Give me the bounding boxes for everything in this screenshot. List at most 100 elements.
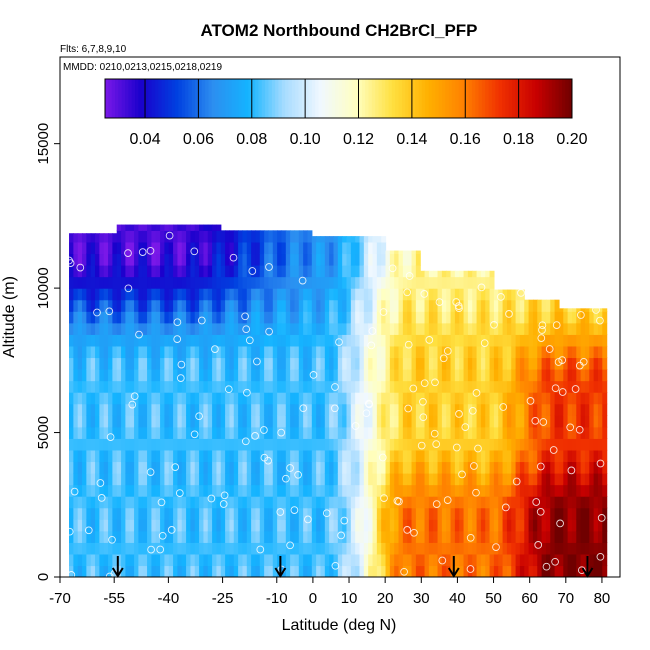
heatmap-cell [381, 484, 387, 497]
heatmap-cell [485, 426, 491, 439]
heatmap-cell [376, 565, 382, 577]
heatmap-cell [411, 276, 417, 289]
sample-point [331, 561, 340, 570]
colorbar-segment [141, 79, 146, 118]
heatmap-cell [428, 519, 434, 532]
sample-point [260, 426, 268, 434]
heatmap-cell [281, 311, 287, 324]
heatmap-cell [264, 507, 270, 520]
heatmap-cell [138, 519, 144, 532]
heatmap-cell [264, 542, 270, 555]
heatmap-cell [90, 357, 96, 370]
heatmap-cell [558, 542, 564, 555]
heatmap-cell [108, 403, 113, 416]
heatmap-cell [415, 392, 421, 405]
heatmap-cell [212, 230, 218, 243]
heatmap-cell [511, 507, 517, 520]
heatmap-cell [433, 438, 439, 451]
heatmap-cell [511, 438, 517, 451]
colorbar-tick-label: 0.08 [236, 131, 267, 148]
heatmap-cell [255, 265, 261, 278]
heatmap-cell [450, 496, 456, 509]
heatmap-cell [168, 311, 174, 324]
heatmap-cell [502, 473, 508, 486]
heatmap-cell [168, 380, 174, 393]
heatmap-cell [372, 236, 378, 243]
heatmap-cell [168, 253, 174, 266]
heatmap-cell [398, 311, 404, 324]
heatmap-cell [259, 241, 265, 255]
heatmap-cell [532, 553, 538, 567]
heatmap-cell [515, 565, 521, 577]
colorbar-segment [328, 79, 333, 118]
colorbar-segment [348, 79, 353, 118]
heatmap-cell [303, 392, 309, 405]
heatmap-cell [467, 484, 473, 497]
heatmap-cell [381, 322, 387, 335]
colorbar-segment [525, 79, 530, 118]
colorbar-segment [495, 79, 500, 118]
heatmap-cell [90, 473, 96, 486]
heatmap-cell [428, 276, 434, 289]
heatmap-cell [264, 334, 270, 347]
heatmap-cell [558, 415, 564, 428]
heatmap-cell [194, 415, 200, 428]
heatmap-cell [134, 403, 139, 416]
heatmap-cell [207, 322, 213, 335]
heatmap-cell [233, 565, 239, 577]
heatmap-cell [463, 473, 469, 486]
heatmap-cell [567, 553, 573, 567]
heatmap-cell [255, 253, 261, 266]
heatmap-cell [389, 530, 395, 543]
heatmap-cell [116, 369, 122, 382]
heatmap-cell [563, 484, 569, 497]
heatmap-cell [376, 530, 382, 543]
heatmap-cell [502, 507, 508, 520]
heatmap-cell [90, 530, 96, 543]
heatmap-cell [597, 426, 603, 439]
heatmap-cell [173, 461, 179, 474]
heatmap-cell [225, 230, 231, 243]
heatmap-cell [532, 565, 538, 577]
heatmap-cell [290, 507, 296, 520]
heatmap-cell [268, 369, 274, 382]
heatmap-cell [337, 565, 343, 577]
heatmap-cell [164, 322, 170, 335]
heatmap-cell [190, 519, 196, 532]
heatmap-cell [381, 236, 387, 243]
heatmap-cell [95, 461, 100, 474]
heatmap-cell [593, 530, 599, 543]
sample-point [466, 533, 475, 542]
heatmap-cell [519, 565, 525, 577]
heatmap-cell [255, 276, 261, 289]
heatmap-cell [86, 530, 92, 543]
heatmap-cell [129, 299, 135, 312]
heatmap-cell [411, 322, 417, 335]
heatmap-cell [372, 530, 378, 543]
heatmap-cell [320, 553, 326, 567]
heatmap-cell [467, 380, 473, 393]
heatmap-cell [329, 392, 335, 405]
heatmap-cell [225, 484, 231, 497]
heatmap-cell [476, 565, 482, 577]
heatmap-cell [528, 403, 534, 416]
heatmap-cell [541, 473, 547, 486]
heatmap-cell [502, 380, 508, 393]
heatmap-cell [333, 369, 339, 382]
heatmap-cell [459, 438, 465, 451]
heatmap-cell [376, 311, 382, 324]
heatmap-cell [485, 334, 491, 347]
heatmap-cell [359, 449, 365, 463]
heatmap-cell [160, 392, 166, 405]
heatmap-cell [255, 369, 261, 382]
colorbar-segment [538, 79, 543, 118]
heatmap-cell [264, 553, 270, 567]
heatmap-cell [519, 392, 525, 405]
colorbar-segment [241, 79, 246, 118]
heatmap-cell [446, 473, 452, 486]
heatmap-cell [259, 334, 265, 347]
heatmap-cell [411, 392, 417, 405]
heatmap-cell [411, 369, 417, 382]
heatmap-cell [580, 553, 586, 567]
colorbar-segment [468, 79, 473, 118]
